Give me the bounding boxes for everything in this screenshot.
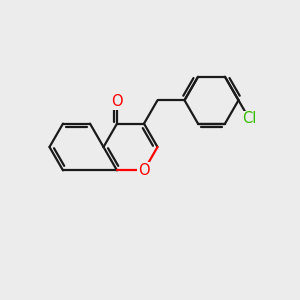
Text: Cl: Cl bbox=[242, 111, 256, 126]
Text: O: O bbox=[138, 163, 150, 178]
Text: O: O bbox=[111, 94, 123, 109]
